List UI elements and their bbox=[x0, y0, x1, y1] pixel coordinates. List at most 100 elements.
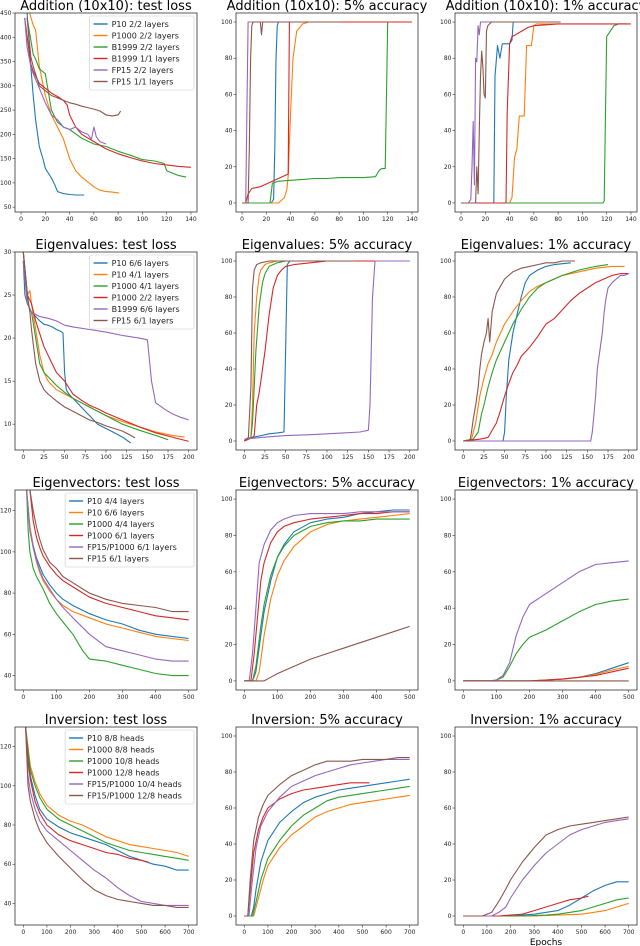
y-tick-label: 450 bbox=[0, 10, 12, 17]
series-line-p1000-6-1-layers bbox=[463, 667, 629, 682]
x-tick-label: 100 bbox=[137, 216, 149, 223]
x-tick-label: 60 bbox=[90, 216, 98, 223]
x-tick-label: 100 bbox=[358, 216, 370, 223]
series-line-fp15-6-1-layers bbox=[22, 252, 136, 439]
y-tick-label: 150 bbox=[0, 156, 12, 163]
series-line-p10-6-6-layers bbox=[463, 262, 571, 442]
series-line-p1000-2-2-layers bbox=[242, 21, 341, 204]
x-tick-label: 0 bbox=[242, 694, 246, 701]
x-tick-label: 100 bbox=[51, 694, 63, 701]
y-tick-label: 0 bbox=[229, 438, 233, 445]
series-line-fp15-p1000-12-8-heads bbox=[463, 816, 629, 917]
y-tick-label: 60 bbox=[225, 805, 233, 812]
x-tick-label: 700 bbox=[183, 929, 195, 936]
series-line-p1000-12-8-heads bbox=[463, 895, 589, 917]
series-line-p1000-2-2-layers bbox=[22, 252, 189, 442]
chart-title: Eigenvectors: test loss bbox=[32, 476, 179, 491]
y-tick-label: 0 bbox=[229, 200, 233, 207]
series-line-p1000-12-8-heads bbox=[244, 782, 370, 917]
series-line-fp15-p1000-6-1-layers bbox=[26, 490, 189, 662]
series-line-fp15-6-1-layers bbox=[243, 260, 356, 442]
legend-label: FP15/P1000 6/1 layers bbox=[87, 543, 177, 552]
subplot-6: Eigenvectors: test loss 0 100 200 300 400 500 4… bbox=[0, 476, 198, 701]
y-tick-label: 0 bbox=[448, 438, 452, 445]
series-line-fp15-p1000-10-4-heads bbox=[463, 818, 629, 917]
y-tick-label: 0 bbox=[229, 678, 233, 685]
y-tick-label: 30 bbox=[4, 249, 12, 256]
x-tick-label: 0 bbox=[459, 216, 463, 223]
series-line-p10-6-6-layers bbox=[244, 260, 352, 442]
plot-frame bbox=[454, 726, 638, 926]
subplot-9: Inversion: test loss 0 100 200 300 400 500 600 7… bbox=[0, 713, 198, 936]
x-tick-label: 80 bbox=[554, 216, 562, 223]
series-line-p10-2-2-layers bbox=[242, 21, 306, 204]
x-tick-label: 150 bbox=[363, 454, 375, 461]
y-tick-label: 40 bbox=[225, 605, 233, 612]
subplot-2: Addition (10x10): 1% accuracy 0 20 40 60 80 10… bbox=[440, 0, 640, 223]
x-tick-label: 175 bbox=[383, 454, 395, 461]
series-line-p1000-4-1-layers bbox=[463, 264, 609, 442]
x-tick-label: 50 bbox=[282, 454, 290, 461]
series-line-p1000-2-2-layers bbox=[29, 13, 120, 194]
x-tick-label: 0 bbox=[240, 216, 244, 223]
series-line-p1000-10-8-heads bbox=[25, 727, 189, 861]
chart-title: Addition (10x10): 1% accuracy bbox=[446, 0, 640, 14]
y-tick-label: 60 bbox=[4, 631, 12, 638]
series-line-p10-6-6-layers bbox=[244, 513, 410, 682]
x-tick-label: 200 bbox=[183, 454, 195, 461]
x-tick-label: 300 bbox=[88, 929, 100, 936]
x-tick-label: 0 bbox=[461, 929, 465, 936]
y-tick-label: 40 bbox=[225, 128, 233, 135]
y-tick-label: 20 bbox=[225, 164, 233, 171]
series-line-fp15-6-1-layers bbox=[244, 625, 410, 682]
series-line-p10-8-8-heads bbox=[463, 881, 629, 917]
legend-label: P10 8/8 heads bbox=[87, 734, 144, 743]
y-tick-label: 50 bbox=[4, 204, 12, 211]
x-tick-label: 200 bbox=[623, 454, 635, 461]
y-tick-label: 40 bbox=[4, 673, 12, 680]
series-line-fp15-1-1-layers bbox=[461, 21, 561, 204]
y-tick-label: 60 bbox=[225, 91, 233, 98]
y-tick-label: 80 bbox=[444, 294, 452, 301]
series-line-p1000-8-8-heads bbox=[25, 727, 189, 857]
x-tick-label: 200 bbox=[305, 694, 317, 701]
x-tick-label: 150 bbox=[142, 454, 154, 461]
series-line-p10-2-2-layers bbox=[26, 13, 85, 196]
series-line-b1999-6-6-layers bbox=[22, 260, 189, 421]
legend-label: FP15 6/1 layers bbox=[112, 316, 174, 325]
x-tick-label: 80 bbox=[114, 216, 122, 223]
x-tick-label: 125 bbox=[561, 454, 573, 461]
x-tick-label: 0 bbox=[461, 454, 465, 461]
y-tick-label: 20 bbox=[444, 164, 452, 171]
plot-frame bbox=[454, 489, 638, 691]
plot-frame bbox=[235, 726, 419, 926]
series-line-p1000-8-8-heads bbox=[244, 794, 410, 917]
y-tick-label: 20 bbox=[444, 642, 452, 649]
x-tick-label: 100 bbox=[262, 929, 274, 936]
x-tick-label: 0 bbox=[242, 929, 246, 936]
legend-label: B1999 1/1 layers bbox=[112, 54, 180, 63]
y-tick-label: 20 bbox=[225, 877, 233, 884]
series-line-p1000-4-1-layers bbox=[244, 260, 389, 442]
series-line-fp15-2-2-layers bbox=[24, 17, 107, 145]
x-tick-label: 200 bbox=[65, 929, 77, 936]
y-tick-label: 60 bbox=[444, 330, 452, 337]
y-tick-label: 0 bbox=[448, 678, 452, 685]
chart-title: Eigenvectors: 1% accuracy bbox=[458, 476, 635, 491]
chart-title: Inversion: 1% accuracy bbox=[470, 713, 622, 728]
x-tick-label: 20 bbox=[263, 216, 271, 223]
x-tick-label: 400 bbox=[590, 694, 602, 701]
y-tick-label: 20 bbox=[225, 642, 233, 649]
x-tick-label: 0 bbox=[21, 694, 25, 701]
legend-label: P10 4/1 layers bbox=[112, 270, 169, 279]
chart-title: Eigenvalues: 1% accuracy bbox=[461, 238, 632, 253]
x-tick-label: 200 bbox=[404, 454, 416, 461]
legend-label: P10 2/2 layers bbox=[112, 20, 169, 29]
series-line-fp15-p1000-6-1-layers bbox=[463, 560, 629, 682]
y-tick-label: 100 bbox=[0, 180, 12, 187]
x-tick-label: 40 bbox=[287, 216, 295, 223]
y-tick-label: 0 bbox=[448, 913, 452, 920]
y-tick-label: 0 bbox=[229, 913, 233, 920]
